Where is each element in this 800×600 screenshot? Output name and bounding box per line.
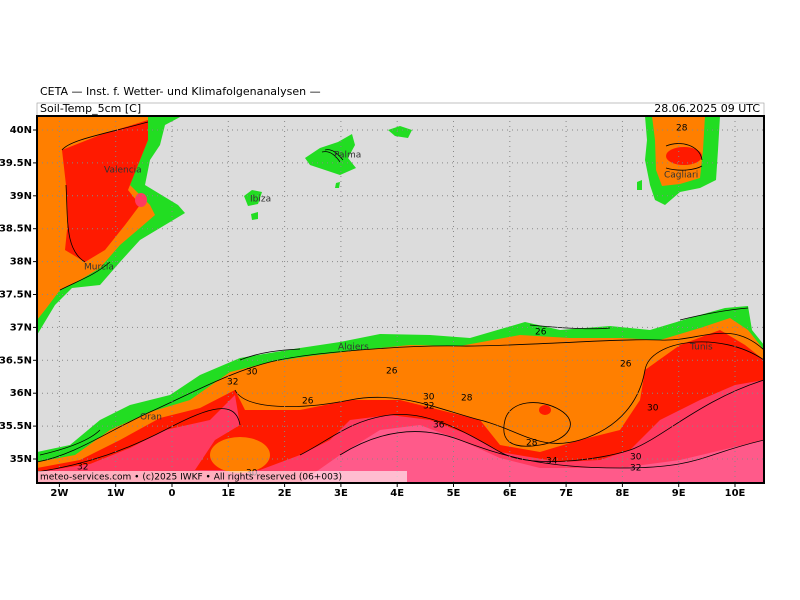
isotherm <box>339 431 764 469</box>
lon-tick-label: 2E <box>278 488 292 499</box>
temp-zone <box>666 147 702 165</box>
lat-tick-label: 38N <box>10 257 32 268</box>
lon-tick-label: 7E <box>559 488 573 499</box>
place-label: Algiers <box>338 343 369 353</box>
land-formentera <box>251 212 258 220</box>
isotherm <box>37 332 764 463</box>
contour-label: 32 <box>227 378 238 388</box>
lat-tick-label: 36.5N <box>0 355 32 366</box>
header-institute: CETA — Inst. f. Wetter- und Klimafolgena… <box>40 85 321 98</box>
temp-zone <box>62 120 148 262</box>
lon-tick-label: 10E <box>725 488 746 499</box>
isotherm <box>37 379 764 473</box>
contour-label: 32 <box>630 464 641 474</box>
contour-label: 30 <box>246 368 258 378</box>
temp-zone <box>539 405 551 415</box>
land-mallorca <box>305 134 356 175</box>
isotherm <box>59 121 149 291</box>
temp-zone <box>135 193 147 207</box>
lon-tick-label: 6E <box>503 488 517 499</box>
temp-zone <box>210 437 270 473</box>
temp-zone <box>300 425 764 483</box>
contour-label: 26 <box>535 328 547 338</box>
land-islet <box>637 180 642 190</box>
lon-tick-label: 3E <box>334 488 348 499</box>
lon-tick-label: 8E <box>616 488 630 499</box>
lon-tick-label: 2W <box>50 488 68 499</box>
contour-label: 34 <box>546 457 558 467</box>
isotherm <box>234 341 764 444</box>
place-label: Valencia <box>104 166 142 176</box>
lat-tick-label: 36N <box>10 388 32 399</box>
footer: meteo-services.com • (c)2025 IWKF • All … <box>40 473 342 483</box>
lon-tick-label: 4E <box>390 488 404 499</box>
place-label: Cagliari <box>664 171 698 181</box>
contour-label: 28 <box>676 124 688 134</box>
lat-tick-label: 40N <box>10 125 32 136</box>
valid-time: 28.06.2025 09 UTC <box>654 102 760 115</box>
lat-tick-label: 38.5N <box>0 224 32 235</box>
contour-label: 28 <box>461 394 473 404</box>
contour-label: 30 <box>423 393 435 403</box>
lon-tick-label: 1W <box>107 488 125 499</box>
place-label: Tunis <box>689 343 713 353</box>
contour-label: 26 <box>302 397 314 407</box>
footer-bg <box>37 471 407 483</box>
contour-label: 32 <box>77 463 88 473</box>
contour-label: 30 <box>630 453 642 463</box>
lon-tick-label: 1E <box>221 488 235 499</box>
parameter-title: Soil-Temp_5cm [C] <box>40 102 141 115</box>
contour-label: 32 <box>423 402 434 412</box>
isotherm <box>39 307 749 456</box>
contour-label: 26 <box>620 360 632 370</box>
isotherm <box>665 143 703 171</box>
place-label: Murcia <box>84 263 114 273</box>
place-label: Palma <box>334 151 361 161</box>
land-menorca <box>388 126 412 138</box>
land-cabrera <box>335 182 340 188</box>
place-label: Ibiza <box>250 195 271 205</box>
contour-label: 28 <box>526 439 538 449</box>
contour-label: 36 <box>433 421 445 431</box>
lat-tick-label: 35.5N <box>0 421 32 432</box>
land-ibiza <box>244 190 262 206</box>
contour-label: 26 <box>386 367 398 377</box>
isotherm <box>321 149 344 163</box>
lon-tick-label: 9E <box>672 488 686 499</box>
contour-label: 30 <box>647 404 659 414</box>
map-area: Valencia Murcia Palma Ibiza Cagliari Tun… <box>37 116 764 483</box>
map-frame <box>36 115 765 484</box>
lat-tick-label: 39.5N <box>0 158 32 169</box>
lon-tick-label: 5E <box>447 488 461 499</box>
lon-tick-label: 0 <box>169 488 176 499</box>
lat-tick-label: 39N <box>10 191 32 202</box>
lat-tick-label: 37.5N <box>0 290 32 301</box>
place-label: Oran <box>140 413 162 423</box>
lat-tick-label: 35N <box>10 454 32 465</box>
lat-tick-label: 37N <box>10 322 32 333</box>
